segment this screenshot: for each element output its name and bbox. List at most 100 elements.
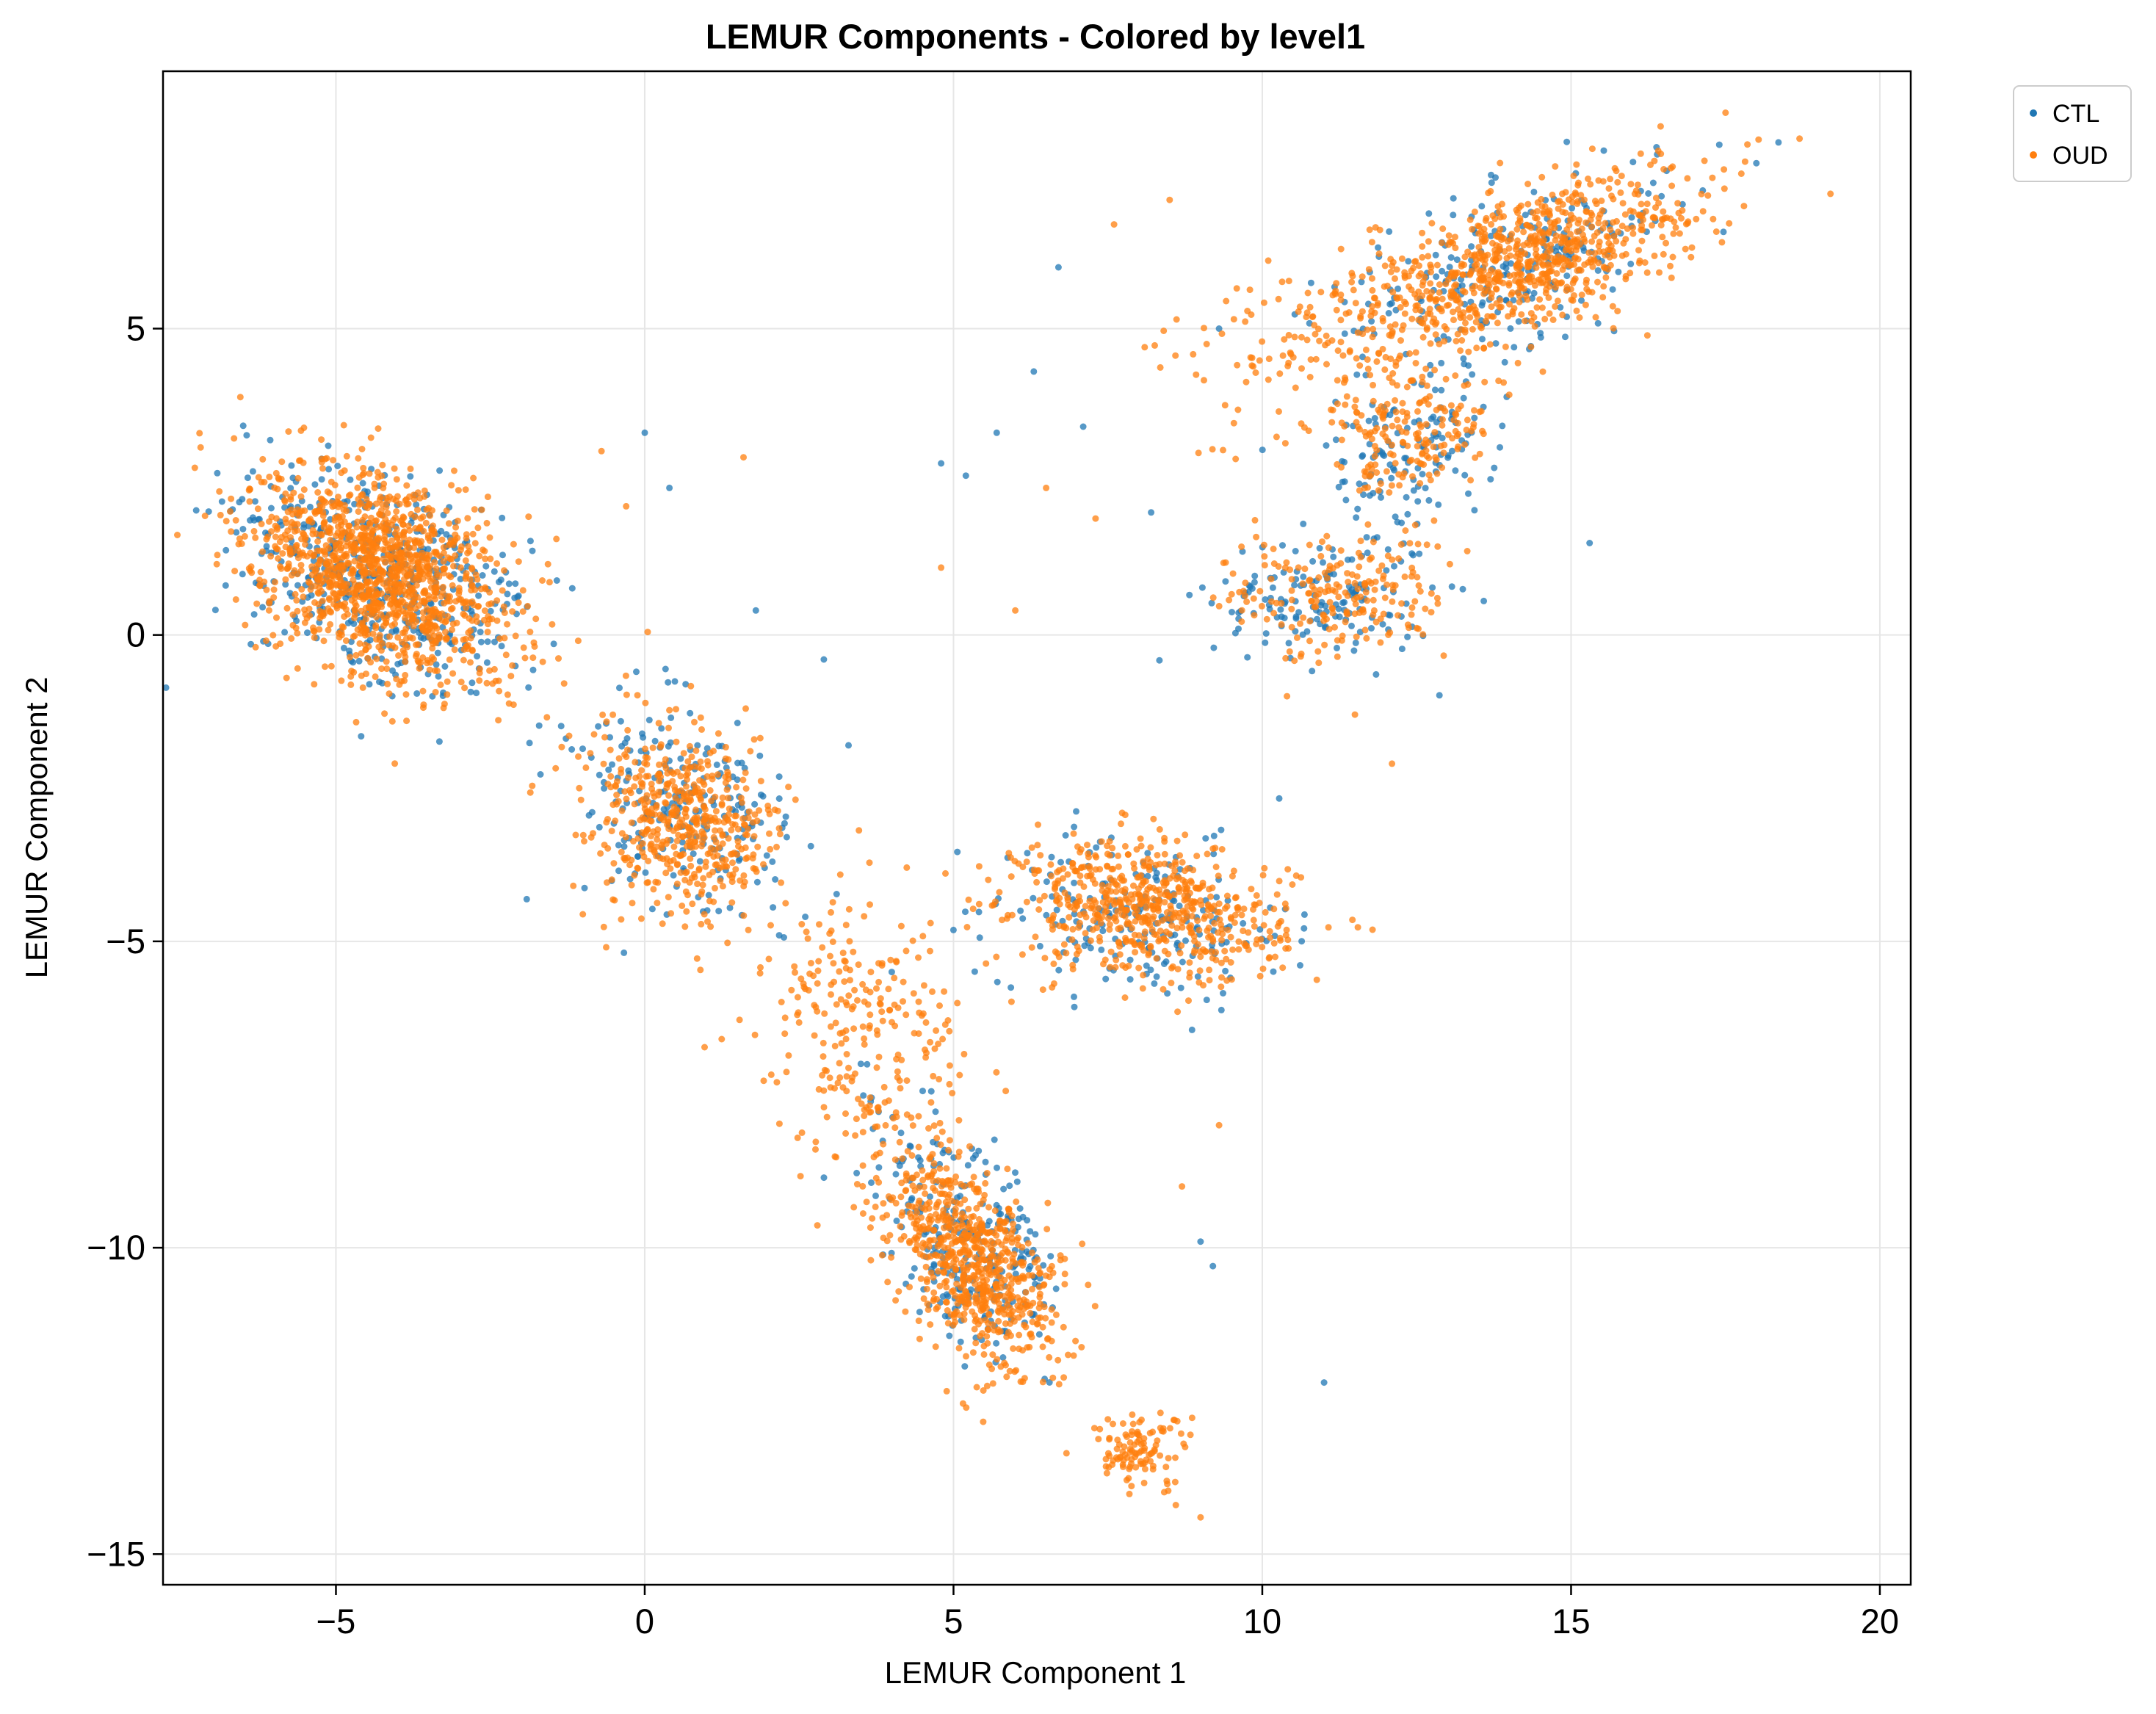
data-point-oud [339, 623, 346, 630]
data-point-oud [290, 489, 297, 496]
data-point-oud [1076, 919, 1083, 927]
data-point-ctl [1210, 644, 1218, 651]
data-point-oud [715, 730, 722, 737]
data-point-ctl [1309, 668, 1316, 675]
data-point-ctl [1027, 1228, 1034, 1235]
data-point-oud [1416, 262, 1422, 270]
data-point-oud [867, 1094, 874, 1102]
data-point-ctl [1360, 491, 1367, 499]
data-point-ctl [243, 432, 250, 439]
data-point-ctl [1436, 692, 1443, 699]
data-point-ctl [618, 742, 626, 750]
data-point-ctl [1126, 976, 1134, 983]
data-point-oud [1144, 886, 1151, 893]
data-point-oud [1261, 864, 1268, 872]
data-point-ctl [969, 1154, 977, 1162]
data-point-ctl [1292, 548, 1299, 554]
data-point-oud [1432, 331, 1439, 339]
data-point-oud [1036, 897, 1043, 904]
data-point-oud [339, 590, 347, 597]
data-point-oud [388, 717, 396, 725]
data-point-oud [723, 863, 731, 870]
data-point-ctl [1378, 493, 1384, 501]
data-point-oud [1270, 940, 1278, 947]
data-point-oud [634, 865, 642, 872]
data-point-oud [214, 552, 221, 559]
data-point-oud [1212, 956, 1220, 963]
data-point-oud [326, 596, 333, 604]
data-point-oud [1205, 903, 1212, 910]
data-point-oud [344, 611, 351, 618]
data-point-ctl [1144, 850, 1151, 857]
data-point-oud [416, 540, 423, 546]
data-point-oud [985, 1310, 992, 1317]
data-point-oud [391, 760, 399, 767]
data-point-oud [775, 825, 783, 832]
data-point-oud [699, 788, 706, 795]
data-point-oud [742, 831, 749, 838]
data-point-oud [648, 833, 655, 839]
data-point-ctl [1348, 622, 1355, 629]
data-point-ctl [1439, 435, 1446, 441]
data-point-oud [1230, 867, 1237, 875]
data-point-oud [1176, 852, 1184, 859]
data-point-oud [449, 626, 455, 634]
data-point-ctl [318, 476, 325, 483]
data-point-ctl [1259, 446, 1266, 454]
data-point-oud [257, 568, 264, 576]
data-point-oud [683, 783, 690, 790]
data-point-oud [607, 746, 614, 753]
data-point-oud [420, 615, 427, 622]
data-point-oud [445, 520, 452, 527]
data-point-oud [1002, 1320, 1009, 1327]
data-point-ctl [665, 679, 672, 686]
data-point-oud [612, 817, 619, 825]
data-point-oud [1251, 923, 1258, 930]
data-point-oud [1265, 955, 1273, 962]
data-point-oud [396, 500, 403, 507]
data-point-oud [380, 525, 387, 532]
data-point-ctl [962, 908, 969, 916]
data-point-oud [853, 1181, 861, 1187]
data-point-oud [1115, 939, 1122, 946]
data-point-oud [311, 634, 318, 641]
data-point-oud [395, 652, 402, 659]
data-point-oud [1044, 1199, 1052, 1207]
data-point-ctl [1356, 480, 1363, 488]
data-point-oud [1176, 888, 1183, 895]
data-point-oud [698, 842, 705, 850]
data-point-ctl [1099, 927, 1107, 935]
data-point-oud [946, 1137, 953, 1144]
data-point-oud [1186, 924, 1193, 931]
data-point-oud [934, 1217, 941, 1224]
data-point-ctl [668, 714, 675, 721]
data-point-ctl [1182, 937, 1189, 944]
data-point-ctl [1071, 879, 1078, 886]
data-point-oud [1182, 831, 1189, 839]
data-point-ctl [1281, 615, 1288, 621]
data-point-oud [915, 1184, 922, 1191]
data-point-ctl [1416, 550, 1423, 557]
data-point-ctl [557, 723, 565, 730]
data-point-oud [725, 756, 732, 763]
data-point-oud [1369, 275, 1375, 282]
data-point-oud [1436, 289, 1443, 296]
data-point-oud [1240, 927, 1247, 935]
data-point-oud [346, 522, 353, 529]
data-point-oud [362, 615, 369, 623]
data-point-oud [915, 1317, 922, 1325]
data-point-oud [991, 1207, 999, 1215]
data-point-ctl [1194, 973, 1201, 980]
data-point-oud [1057, 1252, 1064, 1259]
data-point-oud [433, 551, 440, 558]
data-point-oud [1005, 850, 1013, 857]
data-point-oud [1034, 842, 1041, 849]
data-point-ctl [1430, 413, 1437, 421]
data-point-ctl [1388, 474, 1395, 482]
data-point-oud [994, 1225, 1001, 1232]
data-point-ctl [939, 1293, 947, 1300]
data-point-oud [729, 821, 737, 828]
data-point-oud [917, 1275, 925, 1282]
data-point-oud [1227, 914, 1234, 921]
data-point-oud [232, 517, 239, 524]
